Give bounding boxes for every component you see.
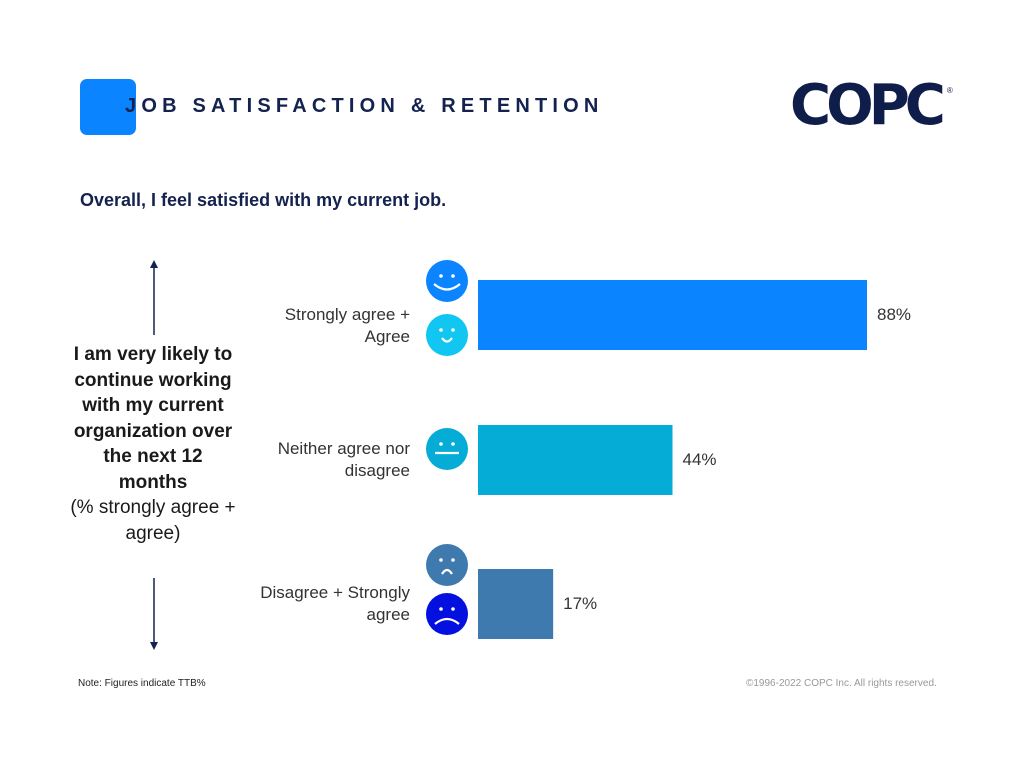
vertical-arrow [150,260,158,650]
sad-face-icon [426,544,468,586]
data-label: 88% [877,305,912,324]
slide-title: JOB SATISFACTION & RETENTION [125,95,604,117]
bar [478,425,673,495]
copc-logo: COPC [790,73,946,138]
happy-face-icon [426,314,468,356]
copc-logo-group: COPC ® [790,76,953,136]
category-label: Neither agree nor disagree [277,439,410,480]
data-label: 17% [563,594,598,613]
registered-mark: ® [946,86,953,95]
footnote: Note: Figures indicate TTB% [78,678,206,689]
copyright: ©1996-2022 COPC Inc. All rights reserved… [746,678,937,689]
bar [478,569,554,639]
neutral-face-icon [426,428,468,470]
category-label: Strongly agree + Agree [284,305,410,346]
title-accent-square [80,79,136,135]
bar [478,280,867,350]
category-label: Disagree + Strongly agree [260,583,410,624]
question-heading: Overall, I feel satisfied with my curren… [80,190,447,210]
data-label: 44% [682,450,717,469]
side-label: I am very likely to continue working wit… [70,342,236,546]
side-label-bold: I am very likely to continue working wit… [73,344,233,493]
very-happy-face-icon [426,260,468,302]
very-sad-face-icon [426,593,468,635]
side-label-note: (% strongly agree + agree) [70,497,236,544]
